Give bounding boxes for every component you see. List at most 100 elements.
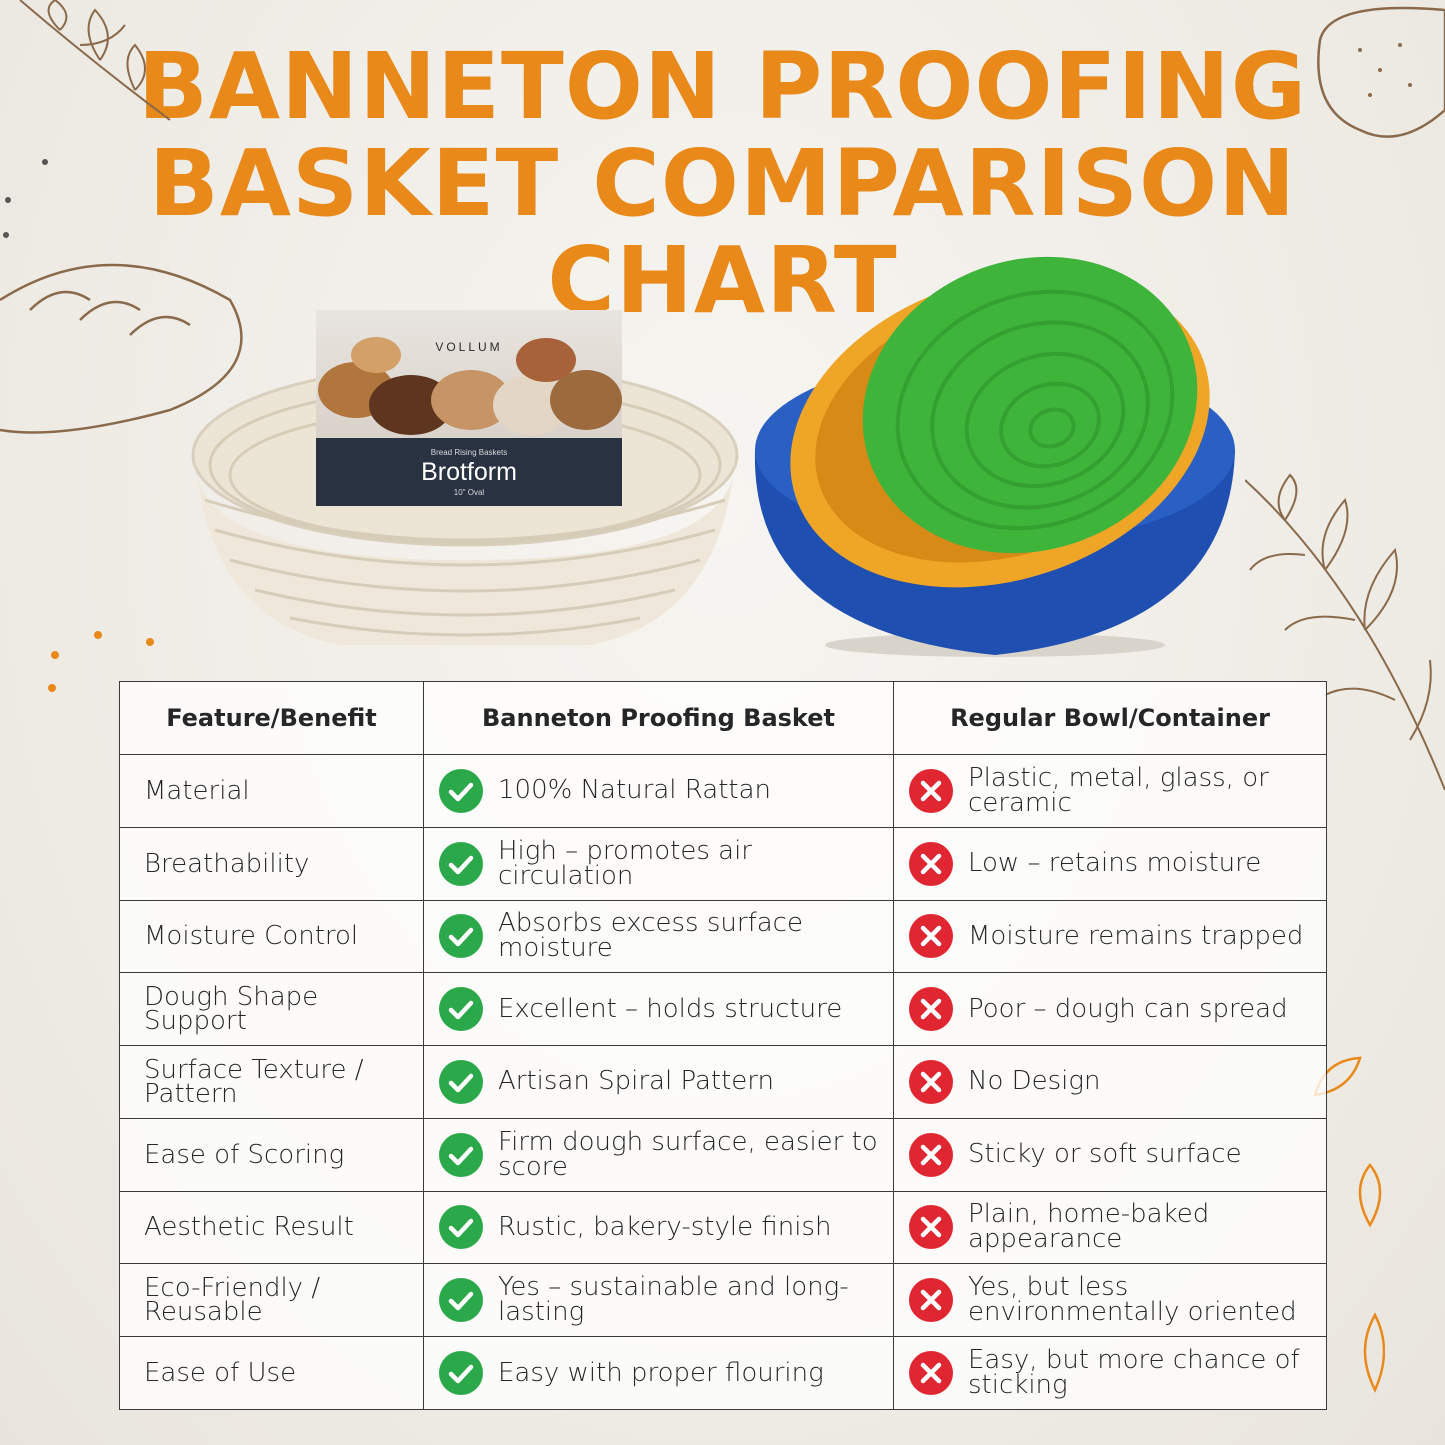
banneton-cell: Easy with proper flouring: [423, 1336, 894, 1410]
orange-dots: [48, 631, 154, 692]
header-banneton: Banneton Proofing Basket: [423, 681, 894, 755]
check-icon: [438, 1132, 484, 1178]
dots-left: [3, 159, 48, 238]
cross-icon: [908, 841, 954, 887]
feature-cell: Breathability: [119, 826, 424, 901]
feature-cell: Aesthetic Result: [119, 1190, 424, 1265]
banneton-cell: Excellent – holds structure: [423, 972, 894, 1047]
cross-icon: [908, 1350, 954, 1396]
check-icon: [438, 1350, 484, 1396]
bowl-cell: No Design: [893, 1045, 1327, 1119]
feature-label: Eco-Friendly / Reusable: [144, 1273, 321, 1328]
banneton-value: Firm dough surface, easier to score: [498, 1126, 878, 1182]
wheat-sketch-top-left: [19, 0, 171, 121]
bread-loaf-sketch-left: [0, 263, 243, 434]
banneton-value: Excellent – holds structure: [498, 993, 843, 1024]
title-line-1: BANNETON PROOFING: [137, 33, 1308, 140]
card-subtitle: Bread Rising Baskets: [430, 448, 508, 457]
bowl-value: Poor – dough can spread: [968, 993, 1288, 1024]
bowl-value: Yes, but less environmentally oriented: [968, 1272, 1297, 1328]
banneton-cell: 100% Natural Rattan: [423, 754, 894, 828]
table-row: Moisture Control Absorbs excess surface m…: [119, 899, 1327, 974]
check-icon: [438, 841, 484, 887]
bowl-value: No Design: [968, 1066, 1101, 1097]
banneton-value: Yes – sustainable and long-lasting: [498, 1272, 849, 1328]
banneton-value: 100% Natural Rattan: [498, 775, 771, 806]
wheat-sketch-right: [1245, 473, 1445, 791]
cross-icon: [908, 1204, 954, 1250]
cross-icon: [908, 1277, 954, 1323]
bowl-cell: Plastic, metal, glass, or ceramic: [893, 754, 1327, 828]
table-row: Surface Texture / Pattern Artisan Spiral …: [119, 1045, 1327, 1119]
table-header-row: Feature/Benefit Banneton Proofing Basket…: [119, 681, 1327, 755]
title-line-2: BASKET COMPARISON CHART: [148, 130, 1297, 334]
brand-name: VOLLUM: [435, 340, 503, 354]
feature-label: Ease of Use: [144, 1358, 297, 1389]
feature-label: Aesthetic Result: [144, 1212, 354, 1243]
feature-cell: Surface Texture / Pattern: [119, 1045, 424, 1119]
feature-label: Breathability: [144, 848, 310, 879]
table-row: Breathability High – promotes air circula…: [119, 826, 1327, 901]
bowl-cell: Poor – dough can spread: [893, 972, 1327, 1047]
bowl-cell: Easy, but more chance of sticking: [893, 1336, 1327, 1410]
cross-icon: [908, 913, 954, 959]
feature-cell: Moisture Control: [119, 899, 424, 974]
bread-sketch-top-right: [1317, 6, 1445, 138]
bowl-cell: Moisture remains trapped: [893, 899, 1327, 974]
banneton-cell: High – promotes air circulation: [423, 826, 894, 901]
check-icon: [438, 1204, 484, 1250]
feature-cell: Material: [119, 754, 424, 828]
bowl-value: Low – retains moisture: [968, 848, 1262, 879]
check-icon: [438, 913, 484, 959]
feature-label: Dough Shape Support: [144, 982, 319, 1037]
check-icon: [438, 986, 484, 1032]
banneton-cell: Rustic, bakery-style finish: [423, 1190, 894, 1265]
feature-cell: Ease of Use: [119, 1336, 424, 1410]
bread-photo: [316, 310, 622, 438]
table-row: Ease of Scoring Firm dough surface, easie…: [119, 1117, 1327, 1192]
check-icon: [438, 768, 484, 814]
banneton-cell: Absorbs excess surface moisture: [423, 899, 894, 974]
bowl-value: Moisture remains trapped: [968, 920, 1304, 951]
header-feature: Feature/Benefit: [119, 681, 424, 755]
table-row: Eco-Friendly / Reusable Yes – sustainable…: [119, 1263, 1327, 1338]
feature-label: Surface Texture / Pattern: [144, 1054, 364, 1109]
table-row: Aesthetic Result Rustic, bakery-style fin…: [119, 1190, 1327, 1265]
card-product-size: 10" Oval: [453, 488, 485, 497]
bowl-cell: Sticky or soft surface: [893, 1117, 1327, 1192]
cross-icon: [908, 768, 954, 814]
banneton-cell: Yes – sustainable and long-lasting: [423, 1263, 894, 1338]
bowl-value: Plain, home-baked appearance: [968, 1199, 1210, 1255]
feature-label: Material: [144, 775, 250, 806]
bowl-value: Sticky or soft surface: [968, 1139, 1242, 1170]
banneton-value: Easy with proper flouring: [498, 1357, 824, 1388]
feature-label: Ease of Scoring: [144, 1139, 345, 1170]
product-card: VOLLUM Bread Rising Baskets Brotform 10"…: [316, 310, 622, 506]
comparison-table: Feature/Benefit Banneton Proofing Basket…: [119, 681, 1327, 1410]
table-row: Dough Shape Support Excellent – holds str…: [119, 972, 1327, 1047]
bowl-value: Plastic, metal, glass, or ceramic: [968, 762, 1269, 818]
banneton-value: High – promotes air circulation: [498, 835, 752, 891]
bowl-cell: Plain, home-baked appearance: [893, 1190, 1327, 1265]
plastic-bowls: [754, 256, 1235, 657]
banneton-value: Artisan Spiral Pattern: [498, 1066, 774, 1097]
page-title: BANNETON PROOFING BASKET COMPARISON CHAR…: [0, 38, 1445, 329]
cross-icon: [908, 1059, 954, 1105]
bowl-value: Easy, but more chance of sticking: [968, 1345, 1300, 1401]
feature-cell: Ease of Scoring: [119, 1117, 424, 1192]
table-row: Ease of Use Easy with proper flouring Easy…: [119, 1336, 1327, 1410]
bowl-cell: Yes, but less environmentally oriented: [893, 1263, 1327, 1338]
feature-cell: Eco-Friendly / Reusable: [119, 1263, 424, 1338]
banneton-value: Rustic, bakery-style finish: [498, 1211, 832, 1242]
table-row: Material 100% Natural Rattan Plastic, meta…: [119, 754, 1327, 828]
banneton-cell: Artisan Spiral Pattern: [423, 1045, 894, 1119]
check-icon: [438, 1059, 484, 1105]
cross-icon: [908, 1132, 954, 1178]
banneton-cell: Firm dough surface, easier to score: [423, 1117, 894, 1192]
feature-label: Moisture Control: [144, 921, 359, 952]
header-bowl: Regular Bowl/Container: [893, 681, 1327, 755]
feature-cell: Dough Shape Support: [119, 972, 424, 1047]
card-product-name: Brotform: [421, 458, 517, 486]
cross-icon: [908, 986, 954, 1032]
